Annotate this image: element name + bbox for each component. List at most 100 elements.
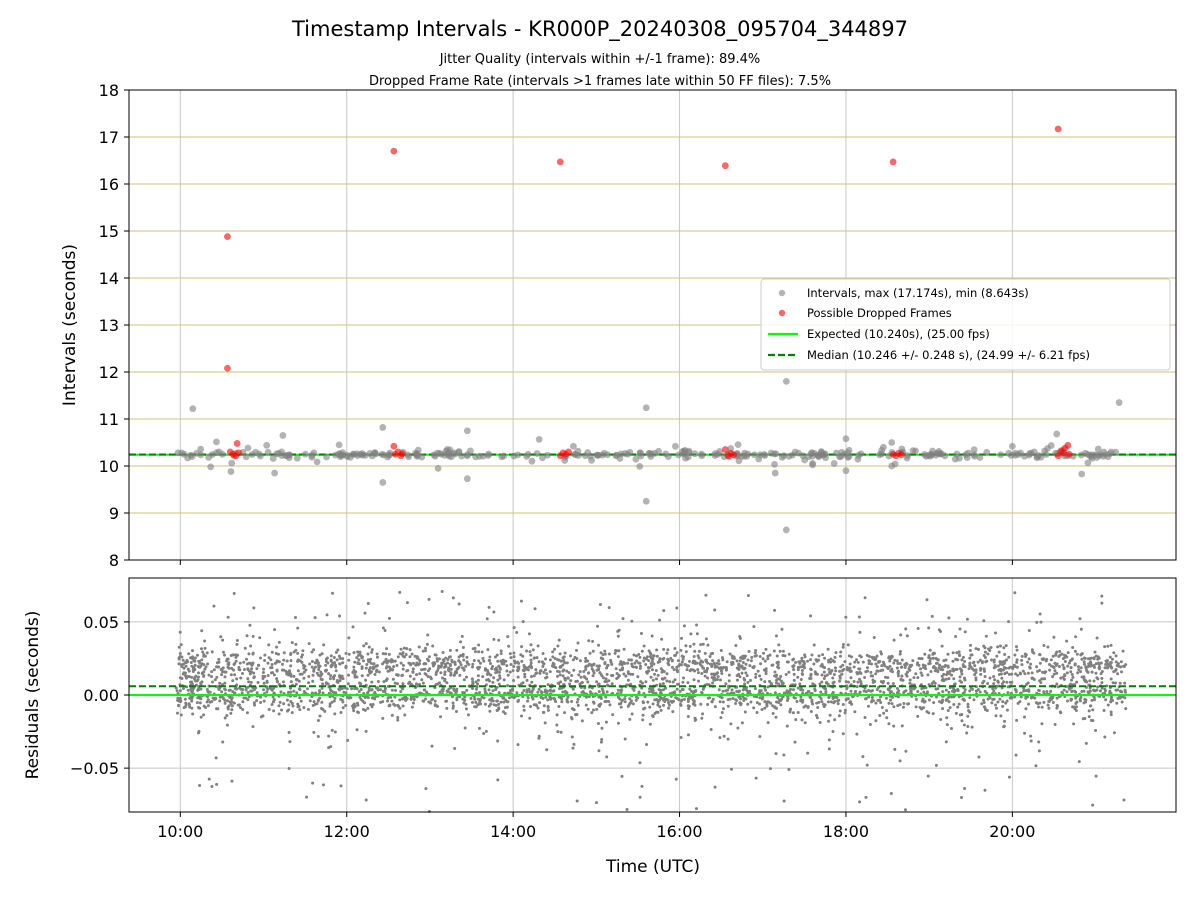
residual-point — [630, 662, 634, 666]
residual-point — [823, 674, 827, 678]
residual-point — [890, 702, 894, 706]
residual-point — [427, 655, 431, 659]
residual-point — [302, 706, 306, 710]
residual-point — [956, 689, 960, 693]
residual-point — [402, 646, 406, 650]
residual-point — [515, 631, 519, 635]
residual-point — [1070, 697, 1074, 701]
residual-point — [982, 698, 986, 702]
residual-point — [584, 667, 588, 671]
residual-point — [347, 673, 351, 677]
residual-point — [867, 688, 871, 692]
residual-point — [746, 593, 750, 597]
residual-point — [557, 682, 561, 686]
residual-point — [838, 669, 842, 673]
residual-point — [451, 701, 455, 705]
residual-point — [492, 610, 496, 614]
residual-point — [607, 606, 611, 610]
residual-point — [412, 677, 416, 681]
residual-point — [242, 667, 246, 671]
residual-point — [744, 662, 748, 666]
residual-point — [846, 697, 850, 701]
residual-point — [204, 665, 208, 669]
residual-point — [390, 699, 394, 703]
residual-point — [1107, 664, 1111, 668]
residual-point — [1063, 660, 1067, 664]
residual-point — [969, 643, 973, 647]
residual-point — [1114, 667, 1118, 671]
residual-point — [607, 679, 611, 683]
residual-point — [305, 795, 309, 799]
residual-point — [916, 661, 920, 665]
residual-point — [914, 672, 918, 676]
residual-point — [1116, 688, 1120, 692]
residual-point — [631, 686, 635, 690]
residual-point — [1031, 650, 1035, 654]
residual-point — [510, 695, 514, 699]
residual-point — [203, 646, 207, 650]
residual-point — [1015, 660, 1019, 664]
residual-point — [225, 714, 229, 718]
residual-point — [855, 685, 859, 689]
residual-point — [840, 672, 844, 676]
chart-title: Timestamp Intervals - KR000P_20240308_09… — [291, 17, 908, 42]
residual-point — [637, 652, 641, 656]
residual-point — [246, 677, 250, 681]
interval-point — [539, 454, 546, 462]
residual-point — [744, 687, 748, 691]
residual-point — [200, 662, 204, 666]
residual-point — [752, 625, 756, 629]
residual-point — [214, 756, 218, 760]
residual-point — [255, 667, 259, 671]
residual-point — [641, 700, 645, 704]
interval-point — [271, 469, 279, 477]
residual-point — [341, 700, 345, 704]
residual-point — [364, 678, 368, 682]
residual-point — [1085, 680, 1089, 684]
residual-point — [809, 672, 813, 676]
residual-point — [605, 755, 609, 759]
residual-point — [993, 631, 997, 635]
residual-point — [496, 778, 500, 782]
residual-point — [556, 644, 560, 648]
residual-point — [941, 677, 945, 681]
residual-point — [496, 739, 500, 743]
residual-point — [565, 661, 569, 665]
x-tick-label: 14:00 — [490, 822, 536, 841]
residual-point — [1018, 700, 1022, 704]
residual-point — [810, 698, 814, 702]
residual-point — [702, 666, 706, 670]
residual-point — [798, 682, 802, 686]
residual-point — [1020, 658, 1024, 662]
interval-point — [1021, 452, 1028, 460]
residual-point — [287, 673, 291, 677]
residual-point — [181, 687, 185, 691]
residual-point — [993, 678, 997, 682]
residual-point — [1055, 696, 1059, 700]
interval-point — [830, 460, 838, 467]
residual-point — [224, 670, 228, 674]
interval-point — [632, 455, 640, 463]
residual-point — [697, 649, 701, 653]
residual-point — [285, 698, 289, 702]
residual-point — [480, 650, 484, 654]
residual-point — [855, 732, 859, 736]
residual-point — [746, 680, 750, 684]
residual-point — [397, 704, 401, 708]
residual-point — [777, 682, 781, 686]
residual-point — [604, 695, 608, 699]
residual-point — [720, 656, 724, 660]
residual-point — [776, 663, 780, 667]
residual-point — [553, 647, 557, 651]
residual-point — [179, 643, 183, 647]
residual-point — [177, 657, 181, 661]
residual-point — [1073, 662, 1077, 666]
residual-point — [529, 643, 533, 647]
residual-point — [538, 701, 542, 705]
residual-point — [277, 704, 281, 708]
residual-point — [548, 658, 552, 662]
residual-point — [948, 706, 952, 710]
residual-point — [184, 661, 188, 665]
residual-point — [831, 730, 835, 734]
residual-point — [821, 653, 825, 657]
